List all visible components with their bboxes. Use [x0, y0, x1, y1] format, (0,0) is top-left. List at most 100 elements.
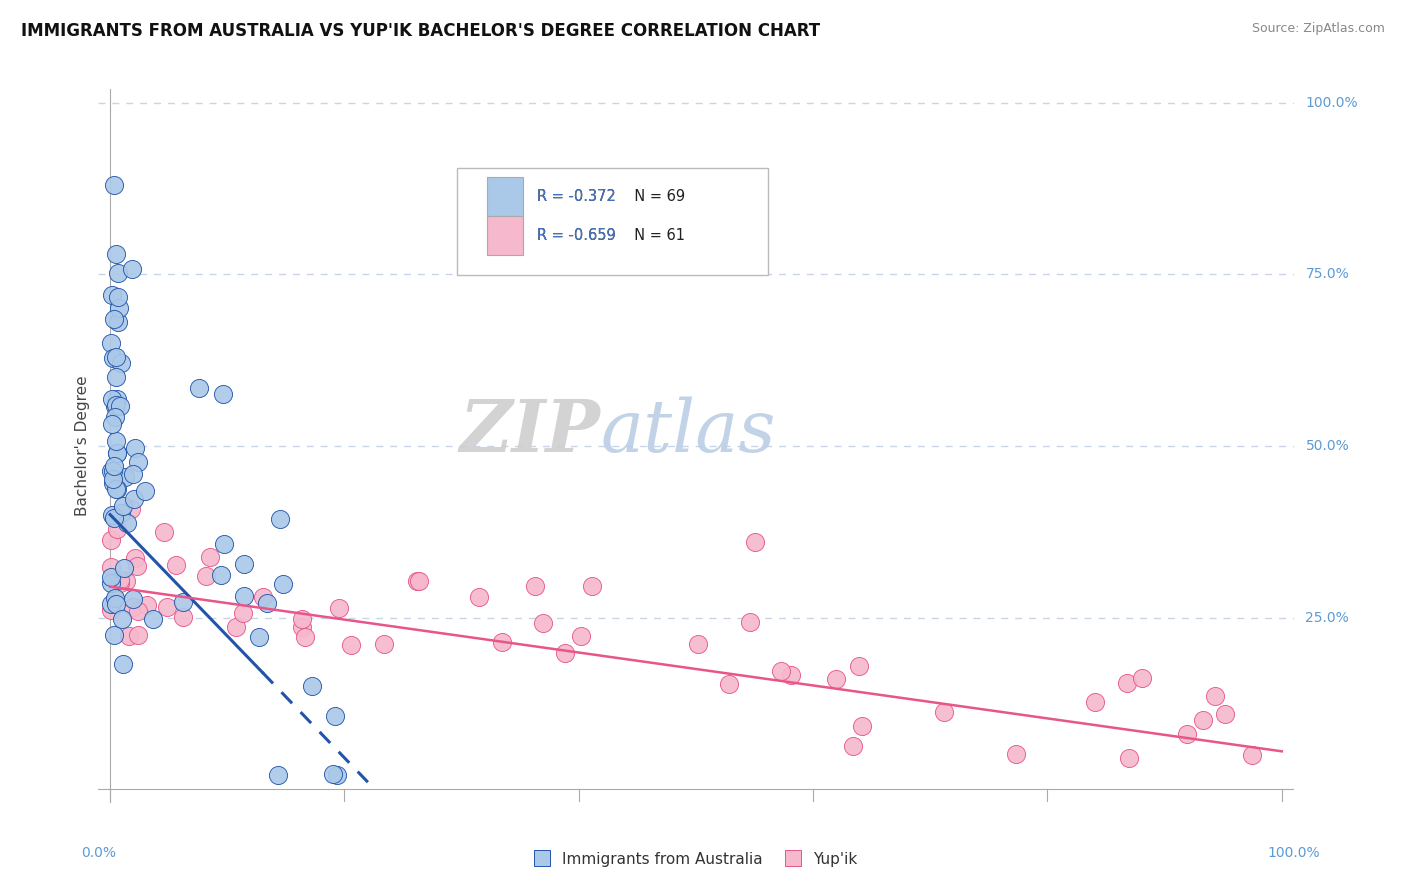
- Point: [468, 591, 491, 605]
- Point: [105, 247, 128, 261]
- Point: [232, 606, 254, 620]
- Point: [105, 483, 128, 497]
- Point: [780, 668, 803, 682]
- Point: [271, 576, 294, 591]
- Point: [408, 574, 430, 588]
- Point: [110, 506, 132, 520]
- Point: [124, 441, 146, 455]
- Point: [103, 627, 125, 641]
- Point: [107, 290, 129, 304]
- Point: [122, 491, 145, 506]
- Point: [103, 312, 125, 326]
- Point: [1175, 727, 1198, 741]
- Text: R = -0.372: R = -0.372: [537, 189, 616, 203]
- Text: 100.0%: 100.0%: [1306, 96, 1358, 110]
- Point: [100, 336, 122, 351]
- Point: [247, 630, 270, 644]
- Text: 25.0%: 25.0%: [1306, 610, 1350, 624]
- Point: [100, 597, 122, 611]
- Text: 75.0%: 75.0%: [1306, 268, 1350, 282]
- Point: [848, 659, 870, 673]
- Point: [1084, 695, 1107, 709]
- Text: 0.0%: 0.0%: [82, 846, 115, 860]
- Point: [122, 599, 145, 614]
- Point: [1241, 748, 1264, 763]
- Point: [112, 657, 135, 671]
- Point: [172, 595, 194, 609]
- Point: [225, 620, 247, 634]
- Point: [111, 612, 134, 626]
- Point: [124, 550, 146, 565]
- Point: [524, 579, 547, 593]
- Point: [100, 570, 122, 584]
- Point: [103, 464, 125, 478]
- Point: [373, 637, 395, 651]
- Point: [105, 446, 128, 460]
- Point: [291, 612, 314, 626]
- Text: 100.0%: 100.0%: [1267, 846, 1320, 860]
- Point: [105, 398, 128, 412]
- FancyBboxPatch shape: [457, 168, 768, 275]
- Point: [127, 559, 149, 574]
- Point: [100, 533, 122, 548]
- Point: [339, 638, 361, 652]
- Point: [569, 629, 592, 643]
- Point: [101, 351, 124, 366]
- Point: [101, 392, 124, 406]
- Text: atlas: atlas: [600, 396, 776, 467]
- Point: [104, 410, 127, 425]
- Point: [934, 705, 956, 719]
- Point: [136, 598, 159, 612]
- Text: R = -0.659: R = -0.659: [537, 228, 616, 243]
- Point: [110, 356, 132, 370]
- Point: [153, 524, 176, 539]
- Point: [825, 673, 848, 687]
- Point: [156, 599, 179, 614]
- Point: [121, 592, 143, 607]
- Point: [212, 537, 235, 551]
- Point: [107, 266, 129, 280]
- Point: [108, 576, 131, 591]
- Text: Source: ZipAtlas.com: Source: ZipAtlas.com: [1251, 22, 1385, 36]
- Point: [103, 459, 125, 474]
- Point: [101, 508, 124, 522]
- Point: [1116, 676, 1139, 690]
- Point: [198, 550, 221, 565]
- Point: [105, 446, 128, 460]
- Point: [104, 370, 127, 384]
- Point: [717, 677, 740, 691]
- Point: [252, 590, 274, 604]
- Point: [269, 512, 291, 526]
- Point: [100, 464, 122, 478]
- Point: [209, 567, 232, 582]
- Point: [103, 510, 125, 524]
- Point: [127, 628, 149, 642]
- Y-axis label: Bachelor's Degree: Bachelor's Degree: [75, 376, 90, 516]
- Point: [142, 612, 165, 626]
- Point: [104, 592, 127, 607]
- Point: [121, 261, 143, 276]
- Text: ZIP: ZIP: [460, 396, 600, 467]
- Point: [127, 604, 149, 618]
- Point: [121, 467, 143, 481]
- Point: [291, 619, 314, 633]
- Point: [118, 629, 141, 643]
- Point: [112, 561, 135, 575]
- Point: [101, 417, 124, 431]
- Point: [104, 598, 127, 612]
- Point: [195, 569, 218, 583]
- Point: [108, 399, 131, 413]
- Point: [114, 574, 136, 588]
- Point: [232, 558, 254, 572]
- Point: [744, 535, 766, 549]
- Text: R = -0.372    N = 69: R = -0.372 N = 69: [537, 189, 685, 203]
- Point: [127, 455, 149, 469]
- Point: [172, 610, 194, 624]
- Point: [104, 399, 127, 413]
- Point: [688, 637, 710, 651]
- Point: [406, 574, 429, 589]
- Point: [740, 615, 762, 630]
- Point: [100, 576, 122, 591]
- Point: [107, 301, 129, 315]
- Point: [107, 316, 129, 330]
